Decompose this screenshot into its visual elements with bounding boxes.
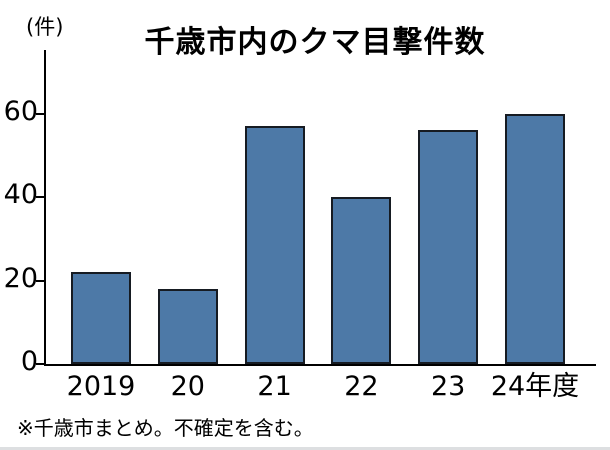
y-tick-label-0: 0: [20, 346, 38, 377]
x-axis-line: [44, 364, 596, 366]
y-tick-60: [36, 112, 44, 115]
source-footnote: ※千歳市まとめ。不確定を含む。: [17, 416, 314, 440]
y-tick-label-20: 20: [3, 262, 38, 294]
x-axis-label-22: 22: [344, 371, 379, 402]
y-tick-label-60: 60: [3, 95, 38, 127]
chart-title: 千歳市内のクマ目撃件数: [144, 25, 486, 60]
x-axis-label-21: 21: [257, 371, 292, 402]
bar-2019: [71, 272, 131, 364]
x-axis-label-23: 23: [431, 371, 466, 402]
bar-22: [331, 197, 392, 364]
y-tick-label-40: 40: [3, 179, 38, 211]
bar-24年度: [505, 113, 565, 364]
x-axis-label-2019: 2019: [66, 371, 136, 402]
y-tick-20: [36, 279, 44, 282]
y-axis-unit-label: (件): [26, 15, 64, 39]
bar-20: [157, 288, 218, 364]
bottom-edge-artifact: [0, 447, 610, 450]
y-axis-line: [44, 50, 46, 366]
x-axis-label-20: 20: [170, 371, 205, 402]
y-tick-40: [36, 196, 44, 199]
bar-21: [244, 126, 305, 364]
x-axis-label-24年度: 24年度: [490, 371, 580, 402]
bar-23: [418, 130, 479, 364]
y-tick-0: [36, 363, 44, 365]
